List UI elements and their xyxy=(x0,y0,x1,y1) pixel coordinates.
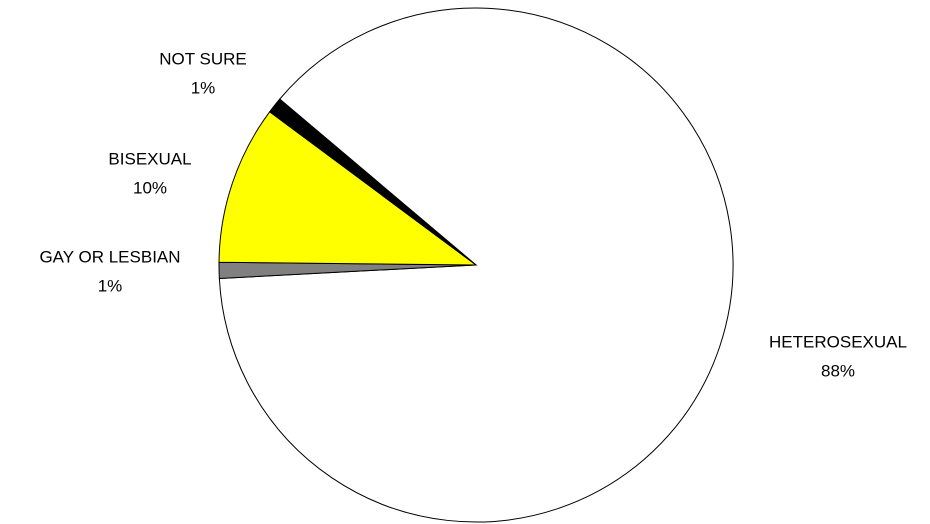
slice-value-label: 1% xyxy=(191,78,216,97)
pie-slice xyxy=(218,111,478,266)
slice-label: BISEXUAL xyxy=(108,149,191,168)
slice-label: NOT SURE xyxy=(159,49,247,68)
slice-value-label: 10% xyxy=(133,178,167,197)
slice-value-label: 88% xyxy=(821,361,855,380)
slice-label: GAY OR LESBIAN xyxy=(39,247,180,266)
slice-value-label: 1% xyxy=(98,276,123,295)
slice-label: HETEROSEXUAL xyxy=(769,332,907,351)
pie-slice xyxy=(268,98,477,266)
